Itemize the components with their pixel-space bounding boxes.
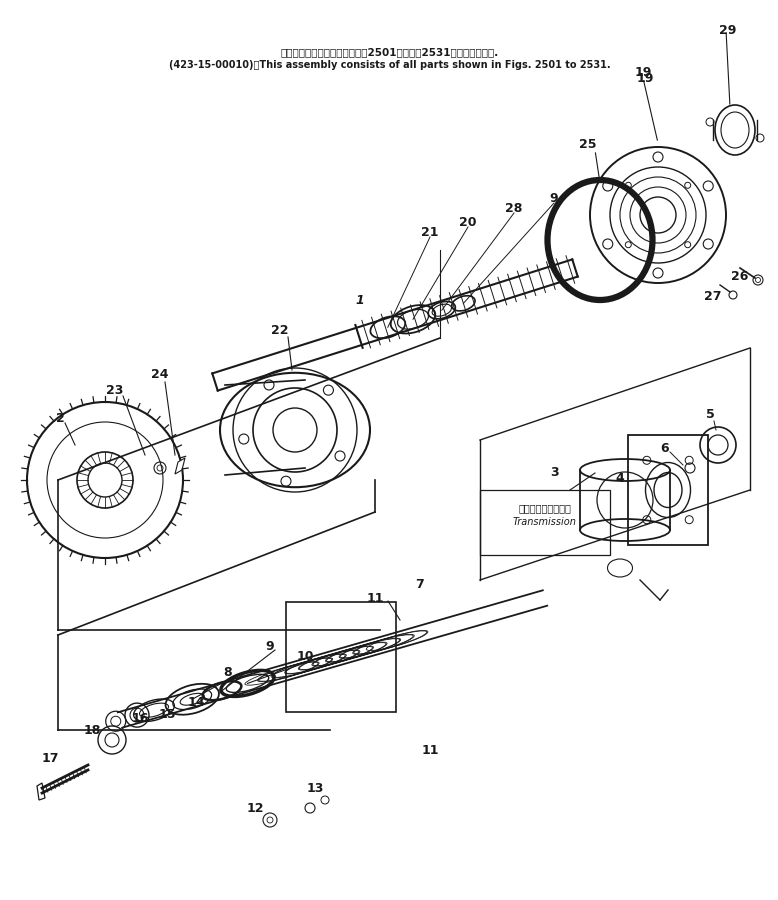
Text: 17: 17 xyxy=(41,752,59,764)
Text: 25: 25 xyxy=(580,139,597,151)
Text: 11: 11 xyxy=(421,743,439,757)
Text: 22: 22 xyxy=(272,323,289,337)
Text: 11: 11 xyxy=(366,591,384,605)
Text: 9: 9 xyxy=(550,192,559,204)
Text: Transmission: Transmission xyxy=(513,517,577,527)
Text: 18: 18 xyxy=(83,724,100,736)
Text: 12: 12 xyxy=(247,802,264,814)
Text: 19: 19 xyxy=(636,71,654,85)
Text: 20: 20 xyxy=(459,215,477,229)
Text: 24: 24 xyxy=(151,368,169,382)
Text: 16: 16 xyxy=(131,712,149,724)
Text: 19: 19 xyxy=(634,67,652,79)
Text: 2: 2 xyxy=(55,411,65,425)
Text: 29: 29 xyxy=(720,23,737,37)
Text: 23: 23 xyxy=(107,383,124,397)
Text: 3: 3 xyxy=(551,466,559,480)
Text: 13: 13 xyxy=(307,781,324,795)
Polygon shape xyxy=(175,458,185,474)
Text: 15: 15 xyxy=(158,708,176,722)
Text: 14: 14 xyxy=(187,697,205,709)
Text: このアセンブリの構成部品は第2501図から第2531図まで含みます.: このアセンブリの構成部品は第2501図から第2531図まで含みます. xyxy=(281,47,499,57)
Text: 6: 6 xyxy=(661,442,669,454)
Text: 21: 21 xyxy=(421,226,439,239)
Text: 27: 27 xyxy=(704,290,722,302)
Text: 1: 1 xyxy=(356,293,364,307)
Text: 8: 8 xyxy=(224,665,233,679)
Text: (423-15-00010)：This assembly consists of all parts shown in Figs. 2501 to 2531.: (423-15-00010)：This assembly consists of… xyxy=(169,60,611,70)
Text: トランスミッション: トランスミッション xyxy=(519,503,571,513)
Text: 4: 4 xyxy=(615,472,625,484)
Text: 7: 7 xyxy=(415,579,424,591)
Polygon shape xyxy=(37,783,45,800)
Text: 9: 9 xyxy=(266,640,275,652)
Text: 28: 28 xyxy=(506,202,523,214)
Text: 26: 26 xyxy=(731,269,748,283)
Text: 5: 5 xyxy=(706,409,714,421)
Text: 10: 10 xyxy=(296,650,314,662)
